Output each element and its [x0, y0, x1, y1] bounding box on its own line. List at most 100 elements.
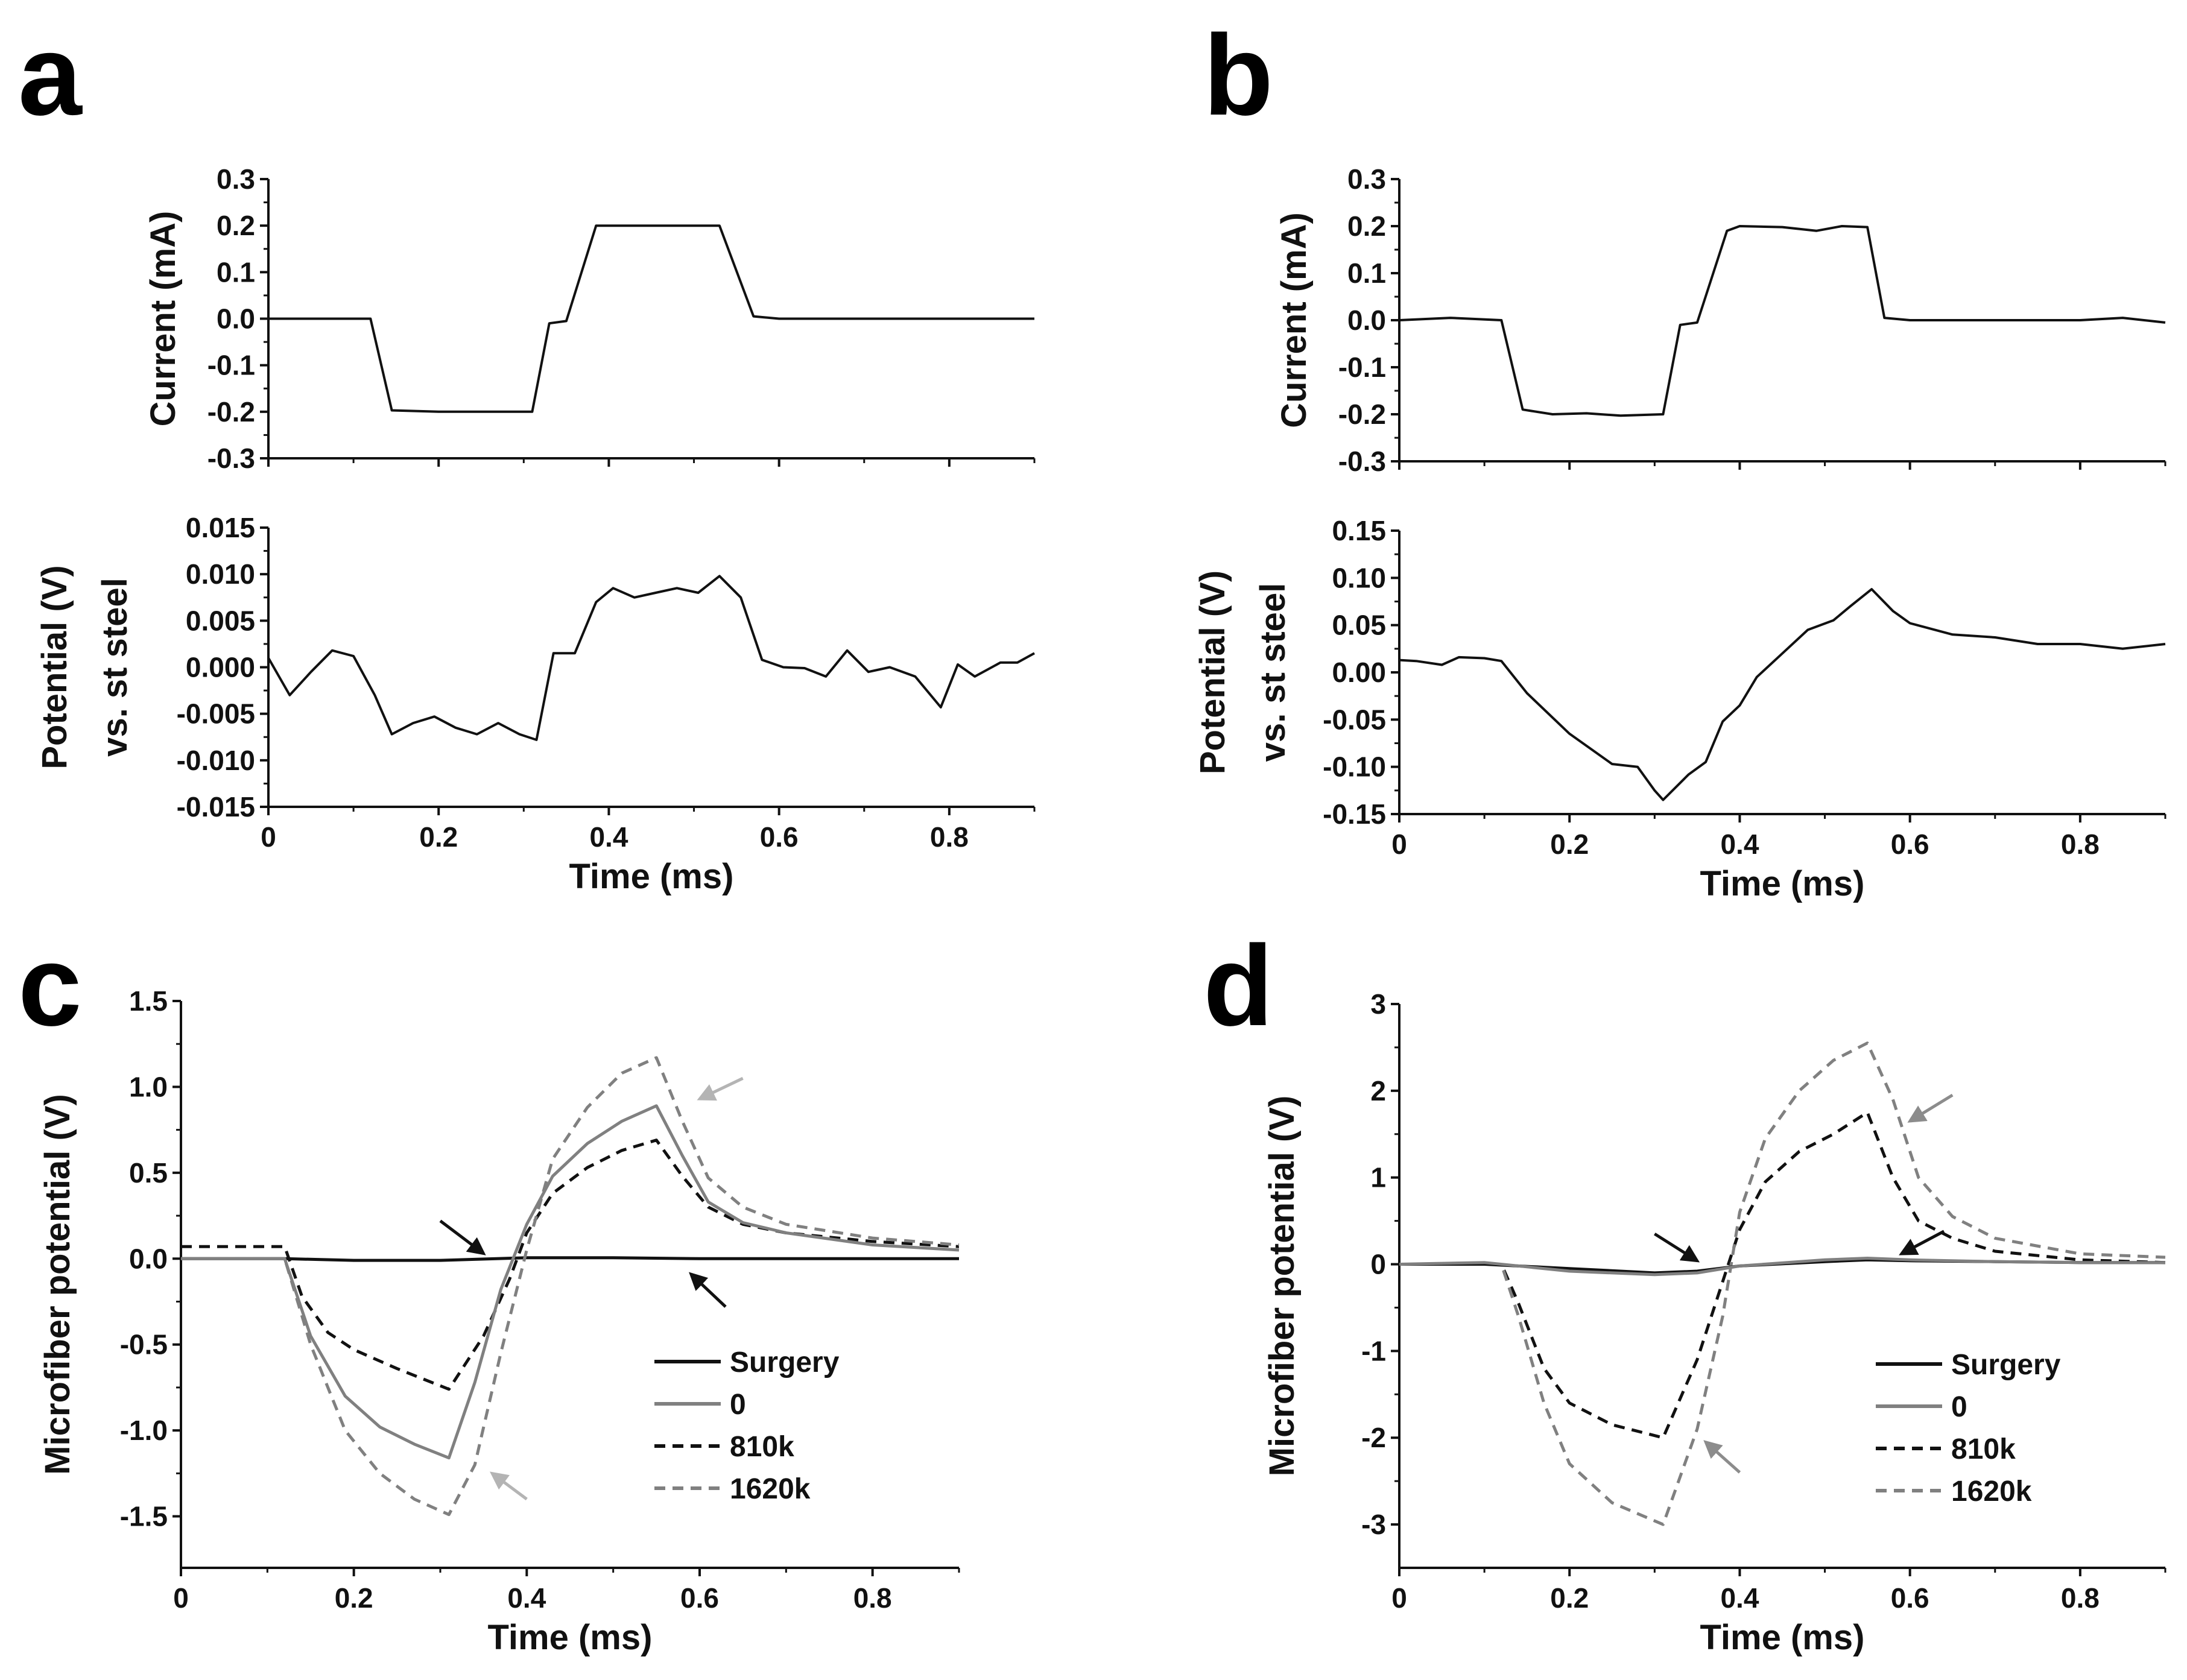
y-tick-label: 1.0	[129, 1071, 168, 1102]
x-tick-label: 0.2	[419, 821, 458, 853]
y-tick-label: 0.0	[129, 1243, 168, 1274]
y-tick-label: 0.5	[129, 1157, 168, 1189]
y-tick-label: -1.0	[120, 1415, 168, 1446]
y-tick-label: 0.2	[217, 210, 255, 241]
x-tick-label: 0.2	[335, 1582, 373, 1614]
x-tick-label: 0.8	[853, 1582, 892, 1614]
legend-label: 0	[730, 1389, 746, 1421]
series-line-current	[1399, 225, 2166, 417]
y-tick-label: -0.1	[1338, 352, 1386, 383]
y-tick-label: 0.3	[217, 163, 255, 195]
series-line-1620k	[181, 1056, 960, 1517]
x-axis-title: Time (ms)	[1700, 1618, 1865, 1657]
series-line-0	[1399, 1257, 2165, 1277]
y-tick-label: 0.10	[1332, 562, 1386, 593]
chart-d-microfiber: -3 -2 -1 0 1 2 3 0 0.2 0.4 0.6 0.8 Time (ms) Microfib…	[1262, 988, 2166, 1657]
x-tick-label: 0.6	[1891, 829, 1929, 860]
x-tick-label: 0.8	[930, 821, 969, 853]
y-tick-label: 0.15	[1332, 515, 1386, 546]
x-tick-label: 0.4	[589, 821, 628, 853]
annotation-arrow	[439, 1219, 486, 1255]
x-tick-label: 0.6	[760, 821, 799, 853]
annotation-arrow	[1899, 1230, 1945, 1255]
series-line-0	[181, 1104, 960, 1460]
y-tick-label: -1	[1361, 1335, 1386, 1366]
y-tick-label: -0.010	[177, 745, 255, 776]
x-tick-label: 0.6	[1891, 1582, 1929, 1614]
x-tick-label: 0.8	[2061, 829, 2100, 860]
y-tick-label: 0.3	[1347, 163, 1386, 195]
x-tick-label: 0.6	[680, 1582, 719, 1614]
legend-label: Surgery	[1951, 1349, 2061, 1381]
y-tick-label: -3	[1361, 1509, 1386, 1540]
x-tick-label: 0.8	[2061, 1582, 2100, 1614]
series-line-810k	[1399, 1111, 2166, 1439]
chart-c-microfiber: -1.5 -1.0 -0.5 0.0 0.5 1.0 1.5 0 0.2 0.4 0.6 0.8 Tim…	[38, 985, 960, 1657]
y-tick-label: 0.00	[1332, 657, 1386, 688]
y-tick-label: -0.015	[177, 791, 255, 823]
x-tick-label: 0.4	[507, 1582, 546, 1614]
x-tick-label: 0.2	[1550, 829, 1589, 860]
legend-label: 810k	[1951, 1433, 2016, 1465]
chart-b-current: -0.3 -0.2 -0.1 0.0 0.1 0.2 0.3 Current (mA)	[1274, 163, 2166, 477]
y-tick-label: -0.15	[1323, 798, 1386, 830]
y-tick-label: -1.5	[120, 1501, 168, 1532]
y-tick-label: 1.5	[129, 985, 168, 1017]
y-tick-label: -0.2	[207, 396, 255, 428]
series-line-potential	[1399, 588, 2166, 801]
y-tick-label: 0.1	[1347, 257, 1386, 289]
panel-letter-d: d	[1203, 922, 1273, 1050]
chart-a-current: -0.3 -0.2 -0.1 0.0 0.1 0.2 0.3 Current (mA)	[144, 163, 1036, 474]
series-line-810k	[181, 1138, 960, 1391]
y-tick-label: -0.10	[1323, 751, 1386, 783]
chart-b-potential: -0.15 -0.10 -0.05 0.00 0.05 0.10 0.15 0 0.2 0.4 0.…	[1193, 515, 2166, 903]
chart-a-potential: -0.015 -0.010 -0.005 0.000 0.005 0.010 0.015 0 0…	[35, 512, 1036, 896]
y-tick-label: 0.2	[1347, 210, 1386, 242]
y-axis-title: Current (mA)	[144, 211, 183, 427]
x-tick-label: 0	[1391, 1582, 1407, 1614]
y-tick-label: 1	[1370, 1162, 1386, 1193]
legend-label: 1620k	[1951, 1476, 2032, 1508]
y-tick-label: 0.05	[1332, 610, 1386, 641]
y-tick-label: -0.1	[207, 350, 255, 381]
series-line-current	[268, 224, 1034, 413]
y-tick-label: 0.1	[217, 256, 255, 288]
y-tick-label: -0.3	[207, 443, 255, 474]
annotation-arrow	[489, 1471, 528, 1501]
y-axis-title: Potential (V)	[35, 565, 74, 769]
x-axis-title: Time (ms)	[569, 857, 734, 896]
series-line-surgery	[181, 1256, 959, 1262]
y-tick-label: 0.010	[186, 558, 255, 590]
x-tick-label: 0	[1391, 829, 1407, 860]
y-tick-label: -0.005	[177, 698, 255, 730]
y-tick-label: -0.5	[120, 1329, 168, 1360]
x-tick-label: 0	[261, 821, 276, 853]
series-line-potential	[267, 575, 1035, 741]
legend-label: Surgery	[730, 1347, 840, 1378]
y-tick-label: 3	[1370, 988, 1386, 1020]
legend-label: 810k	[730, 1431, 794, 1463]
y-tick-label: 2	[1370, 1075, 1386, 1107]
x-tick-label: 0.4	[1720, 1582, 1759, 1614]
y-tick-label: -0.2	[1338, 399, 1386, 430]
annotation-arrow	[1703, 1440, 1741, 1474]
x-tick-label: 0.4	[1720, 829, 1759, 860]
panel-letter-c: c	[18, 922, 82, 1050]
y-tick-label: 0.015	[186, 512, 255, 543]
annotation-arrow	[1653, 1233, 1700, 1263]
x-axis-title: Time (ms)	[1700, 864, 1865, 903]
series-line-1620k	[1399, 1041, 2166, 1526]
y-tick-label: -2	[1361, 1422, 1386, 1453]
y-axis-title: Microfiber potential (V)	[38, 1094, 77, 1475]
y-tick-label: -0.3	[1338, 446, 1386, 477]
y-tick-label: 0.0	[217, 303, 255, 335]
y-tick-label: 0.0	[1347, 305, 1386, 336]
y-axis-title: Microfiber potential (V)	[1262, 1096, 1302, 1477]
legend-label: 0	[1951, 1391, 1967, 1423]
x-axis-title: Time (ms)	[488, 1618, 653, 1657]
y-axis-title: Current (mA)	[1274, 212, 1314, 428]
y-tick-label: 0	[1370, 1249, 1386, 1280]
x-tick-label: 0	[173, 1582, 189, 1614]
y-tick-label: 0.005	[186, 605, 255, 636]
